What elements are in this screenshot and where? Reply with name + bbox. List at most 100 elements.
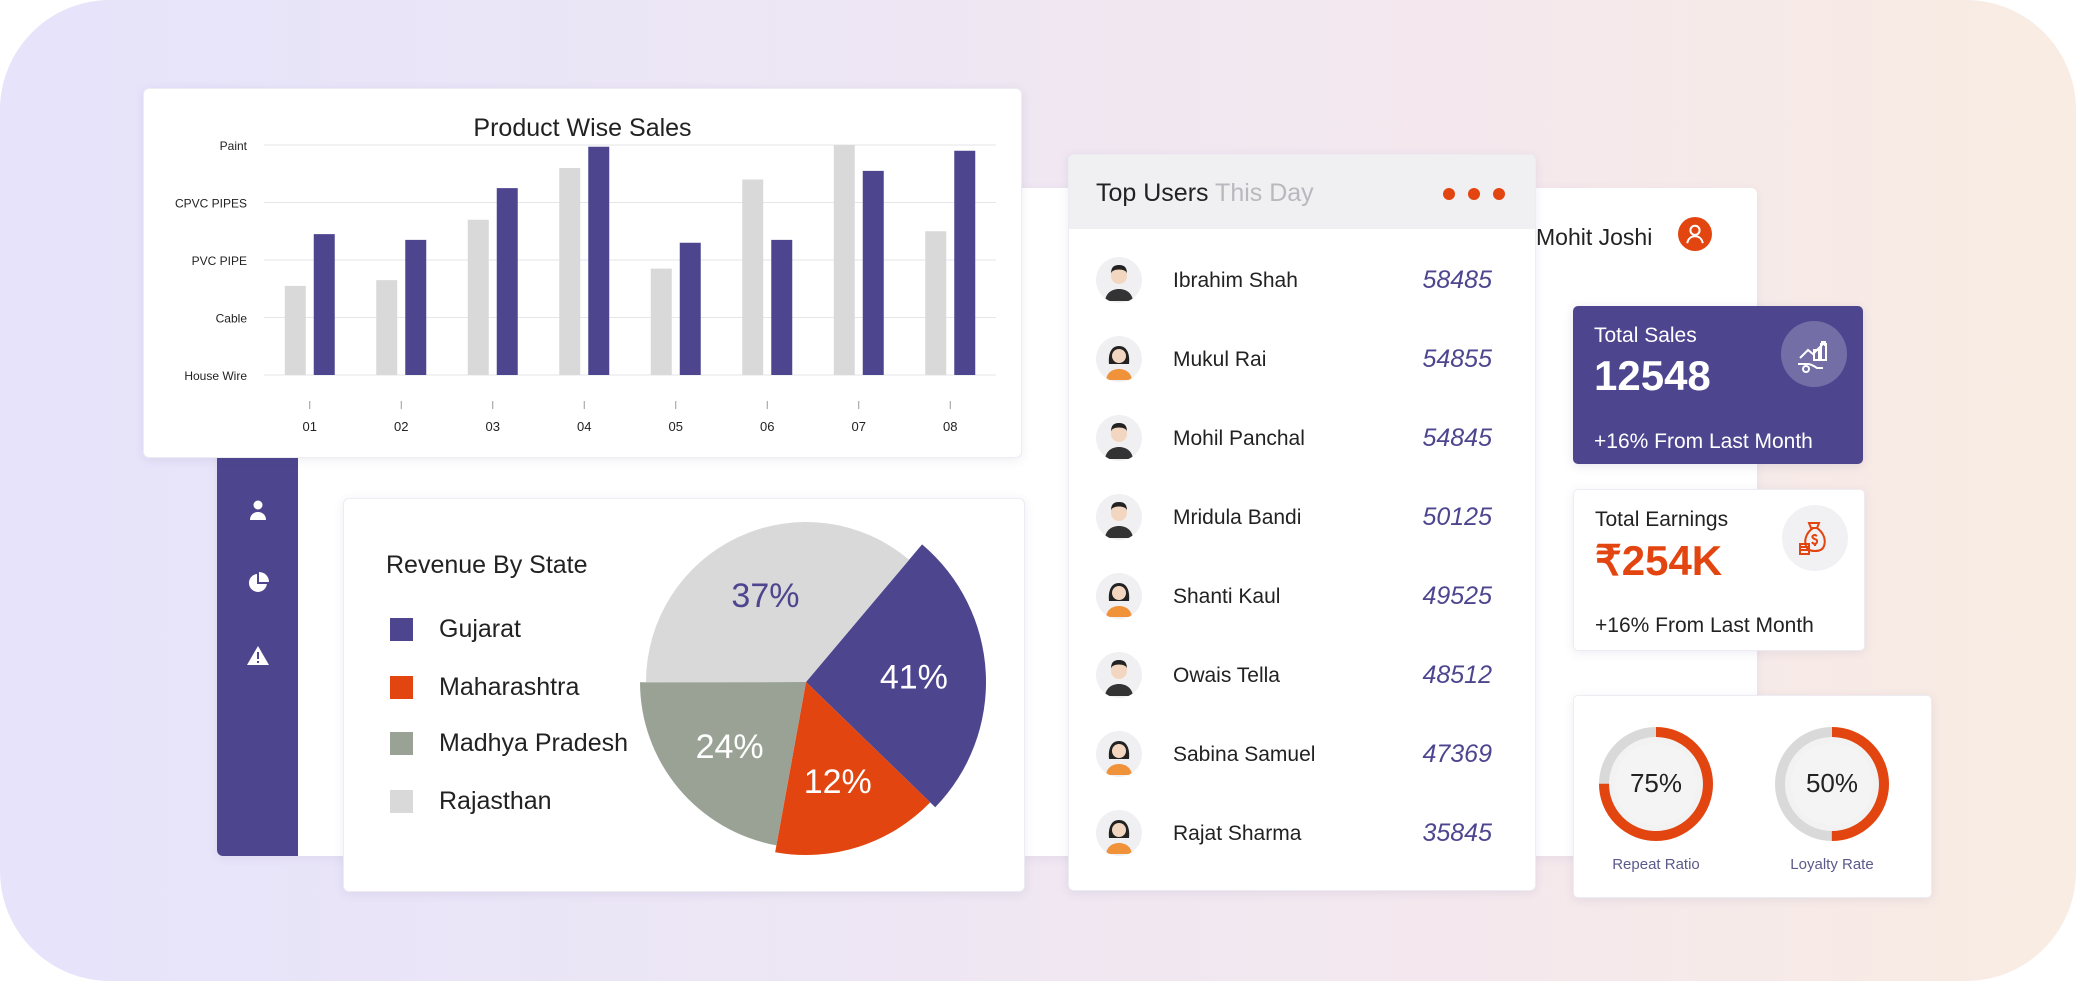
x-tick-label: 08 xyxy=(943,419,957,434)
x-tick-label: 05 xyxy=(669,419,683,434)
legend-item-maharashtra: Maharashtra xyxy=(390,673,579,702)
female-avatar-icon xyxy=(1096,731,1142,777)
pie-slice xyxy=(775,682,931,855)
bar xyxy=(742,179,764,375)
bar xyxy=(650,268,672,375)
legend-label: Gujarat xyxy=(439,615,521,643)
x-tick-label: 01 xyxy=(303,419,317,434)
user-score: 54855 xyxy=(1422,345,1492,373)
product-sales-card: Product Wise Sales House Wire Cable PVC PI… xyxy=(143,88,1022,458)
user-row[interactable]: Mohil Panchal 54845 xyxy=(1069,409,1535,469)
legend-swatch xyxy=(390,618,413,641)
x-tick-label: 07 xyxy=(852,419,866,434)
dot-icon xyxy=(1468,188,1480,200)
bar xyxy=(925,231,947,375)
user-name: Sabina Samuel xyxy=(1173,743,1316,766)
stat-label: Total Earnings xyxy=(1595,508,1729,531)
user-name: Shanti Kaul xyxy=(1173,585,1281,608)
pie-slice-label: 24% xyxy=(696,728,764,766)
female-avatar-icon xyxy=(1096,810,1142,856)
user-score: 54845 xyxy=(1422,424,1492,452)
x-tick-label: 03 xyxy=(486,419,500,434)
user-name: Ibrahim Shah xyxy=(1173,269,1298,292)
user-icon[interactable] xyxy=(244,496,272,524)
user-score: 49525 xyxy=(1422,582,1492,610)
male-avatar-icon xyxy=(1096,257,1142,303)
female-avatar-icon xyxy=(1096,336,1142,382)
top-users-title-period: This Day xyxy=(1215,179,1314,207)
male-avatar-icon xyxy=(1096,415,1142,461)
user-score: 35845 xyxy=(1422,819,1492,847)
user-score: 50125 xyxy=(1422,503,1492,531)
stat-value: 12548 xyxy=(1594,352,1711,399)
y-tick-label: CPVC PIPES xyxy=(175,197,247,211)
user-name: Mukul Rai xyxy=(1173,348,1267,371)
x-tick-label: 02 xyxy=(394,419,408,434)
total-sales-card: Total Sales 12548 +16% From Last Month xyxy=(1573,306,1863,464)
sidebar xyxy=(217,440,298,856)
repeat-ratio-ring xyxy=(1599,727,1713,841)
loyalty-rate-ring xyxy=(1775,727,1889,841)
user-score: 48512 xyxy=(1422,661,1492,689)
user-avatar-icon[interactable] xyxy=(1678,217,1712,251)
stat-value: ₹254K xyxy=(1595,537,1723,584)
male-avatar-icon xyxy=(1096,652,1142,698)
user-score: 58485 xyxy=(1422,266,1492,294)
user-row[interactable]: Sabina Samuel 47369 xyxy=(1069,725,1535,785)
legend-item-gujarat: Gujarat xyxy=(390,615,521,644)
pie-slice-label: 41% xyxy=(880,659,948,697)
alert-icon[interactable] xyxy=(244,642,272,670)
ratio-label: Loyalty Rate xyxy=(1790,856,1874,873)
y-tick-label: Cable xyxy=(216,312,248,326)
y-tick-label: Paint xyxy=(220,139,248,153)
bar xyxy=(313,234,335,375)
sales-growth-icon xyxy=(1781,321,1847,387)
legend-label: Madhya Pradesh xyxy=(439,729,629,757)
legend-swatch xyxy=(390,790,413,813)
pie-slice xyxy=(640,682,806,846)
more-options-button[interactable] xyxy=(1443,188,1505,200)
chart-title: Product Wise Sales xyxy=(473,114,692,142)
revenue-title: Revenue By State xyxy=(386,551,588,579)
pie-slice xyxy=(806,544,986,808)
bar xyxy=(405,239,427,375)
pie-chart-icon[interactable] xyxy=(244,569,272,597)
bar xyxy=(496,188,518,375)
user-row[interactable]: Mukul Rai 54855 xyxy=(1069,330,1535,390)
legend-label: Rajasthan xyxy=(439,787,552,815)
top-users-header: Top Users This Day xyxy=(1069,155,1535,229)
legend-item-madhya-pradesh: Madhya Pradesh xyxy=(390,729,628,758)
user-row[interactable]: Rajat Sharma 35845 xyxy=(1069,804,1535,864)
money-bag-icon xyxy=(1782,505,1848,571)
x-tick-label: 04 xyxy=(577,419,591,434)
stat-label: Total Sales xyxy=(1594,324,1697,347)
y-tick-label: PVC PIPE xyxy=(192,254,247,268)
x-tick-label: 06 xyxy=(760,419,774,434)
user-name: Mridula Bandi xyxy=(1173,506,1302,529)
bar xyxy=(284,285,306,375)
bar xyxy=(559,168,581,375)
revenue-pie-chart: 41% 12% 24% 37% xyxy=(640,522,986,855)
dot-icon xyxy=(1493,188,1505,200)
user-row[interactable]: Ibrahim Shah 58485 xyxy=(1069,251,1535,311)
ratio-value: 50% xyxy=(1805,768,1859,798)
user-score: 47369 xyxy=(1422,740,1492,768)
legend-item-rajasthan: Rajasthan xyxy=(390,787,552,816)
top-users-title: Top Users This Day xyxy=(1096,179,1314,208)
user-row[interactable]: Mridula Bandi 50125 xyxy=(1069,488,1535,548)
user-row[interactable]: Shanti Kaul 49525 xyxy=(1069,567,1535,627)
legend-swatch xyxy=(390,676,413,699)
user-row[interactable]: Owais Tella 48512 xyxy=(1069,646,1535,706)
user-name: Owais Tella xyxy=(1173,664,1280,687)
legend-label: Maharashtra xyxy=(439,673,580,701)
bar xyxy=(954,150,976,375)
bar xyxy=(862,170,884,375)
ratios-card: 75% Repeat Ratio 50% Loyalty Rate xyxy=(1573,695,1932,898)
product-sales-chart: House Wire Cable PVC PIPE CPVC PIPES Paint 01… xyxy=(175,139,996,434)
user-name: Mohil Panchal xyxy=(1173,427,1305,450)
bar xyxy=(771,239,793,375)
ratio-value: 75% xyxy=(1629,768,1683,798)
dot-icon xyxy=(1443,188,1455,200)
profile-name: Mohit Joshi xyxy=(1536,224,1653,250)
total-earnings-card: Total Earnings ₹254K +16% From Last Mont… xyxy=(1573,489,1865,651)
